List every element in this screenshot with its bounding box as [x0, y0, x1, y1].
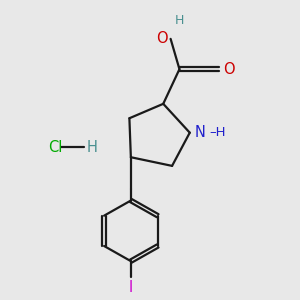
Text: O: O [156, 32, 168, 46]
Text: O: O [224, 62, 235, 77]
Text: I: I [129, 280, 133, 295]
Text: Cl: Cl [48, 140, 63, 154]
Text: H: H [87, 140, 98, 154]
Text: H: H [175, 14, 184, 27]
Text: N: N [195, 125, 206, 140]
Text: –H: –H [209, 126, 226, 139]
